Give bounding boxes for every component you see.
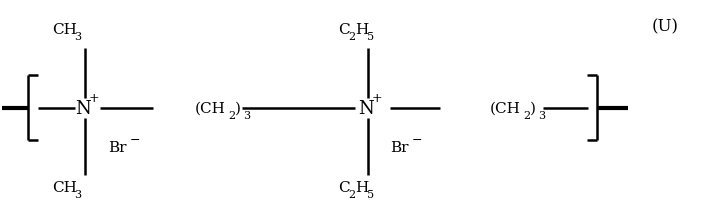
Text: ): ) — [235, 102, 241, 116]
Text: C: C — [338, 23, 350, 37]
Text: ): ) — [530, 102, 536, 116]
Text: +: + — [89, 92, 100, 104]
Text: 3: 3 — [243, 111, 250, 121]
Text: 2: 2 — [348, 190, 355, 200]
Text: 2: 2 — [523, 111, 530, 121]
Text: 2: 2 — [228, 111, 235, 121]
Text: (CH: (CH — [490, 102, 521, 116]
Text: C: C — [338, 181, 350, 195]
Text: 5: 5 — [367, 190, 374, 200]
Text: 3: 3 — [538, 111, 545, 121]
Text: 3: 3 — [74, 32, 81, 42]
Text: −: − — [130, 134, 140, 146]
Text: (CH: (CH — [195, 102, 226, 116]
Text: CH: CH — [52, 23, 77, 37]
Text: Br: Br — [390, 141, 409, 155]
Text: 2: 2 — [348, 32, 355, 42]
Text: −: − — [412, 134, 423, 146]
Text: N: N — [358, 100, 374, 118]
Text: 3: 3 — [74, 190, 81, 200]
Text: Br: Br — [108, 141, 126, 155]
Text: H: H — [355, 181, 368, 195]
Text: +: + — [372, 92, 382, 104]
Text: CH: CH — [52, 181, 77, 195]
Text: N: N — [75, 100, 91, 118]
Text: (U): (U) — [651, 18, 679, 35]
Text: H: H — [355, 23, 368, 37]
Text: 5: 5 — [367, 32, 374, 42]
